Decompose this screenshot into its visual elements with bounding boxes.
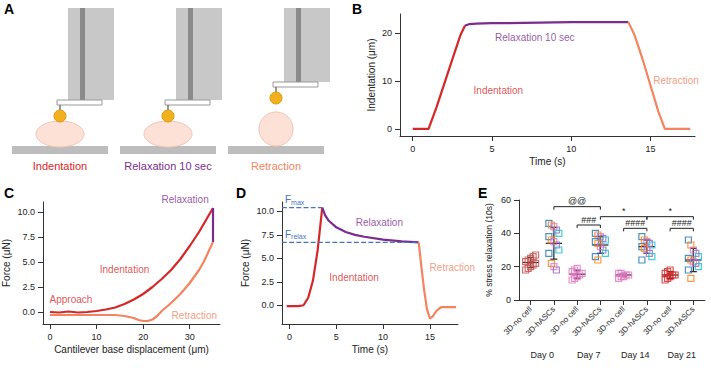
svg-text:Day 21: Day 21 <box>667 350 696 360</box>
svg-text:3D-hASCs: 3D-hASCs <box>524 304 558 338</box>
svg-text:5.0: 5.0 <box>261 253 274 263</box>
svg-text:7.5: 7.5 <box>261 230 274 240</box>
svg-text:*: * <box>622 206 626 216</box>
svg-text:Day 7: Day 7 <box>577 350 601 360</box>
svg-text:10.0: 10.0 <box>17 207 35 217</box>
svg-text:3D-hASCs: 3D-hASCs <box>664 305 697 338</box>
svg-text:Retraction: Retraction <box>251 160 301 172</box>
svg-text:Retraction: Retraction <box>430 262 476 273</box>
svg-text:Indentation (μm): Indentation (μm) <box>366 38 377 111</box>
svg-text:Indentation: Indentation <box>329 272 379 283</box>
svg-text:Indentation: Indentation <box>100 264 150 275</box>
svg-text:relax: relax <box>291 233 307 240</box>
svg-text:0.0: 0.0 <box>261 300 274 310</box>
svg-text:E: E <box>478 185 487 201</box>
svg-text:30: 30 <box>185 332 195 342</box>
svg-text:####: #### <box>625 218 645 228</box>
svg-text:D: D <box>236 185 246 201</box>
svg-text:Retraction: Retraction <box>172 310 218 321</box>
svg-text:10: 10 <box>382 76 392 86</box>
svg-text:0: 0 <box>387 124 392 134</box>
svg-text:Time (s): Time (s) <box>352 344 388 355</box>
svg-text:15: 15 <box>425 332 435 342</box>
svg-text:10: 10 <box>566 144 576 154</box>
svg-text:*: * <box>668 206 672 216</box>
svg-text:Relaxation 10 sec: Relaxation 10 sec <box>124 160 212 172</box>
svg-text:Force (μN): Force (μN) <box>240 239 251 287</box>
svg-text:60: 60 <box>501 195 511 205</box>
svg-text:Relaxation: Relaxation <box>356 217 403 228</box>
svg-text:3D-no cell: 3D-no cell <box>502 304 534 337</box>
svg-text:3D-hASCs: 3D-hASCs <box>617 304 651 338</box>
svg-text:7.5: 7.5 <box>22 232 35 242</box>
svg-text:###: ### <box>581 215 596 225</box>
svg-text:A: A <box>4 1 14 17</box>
svg-text:15: 15 <box>646 144 656 154</box>
svg-text:F: F <box>285 194 292 206</box>
svg-text:@@: @@ <box>568 196 586 206</box>
svg-text:B: B <box>352 1 362 17</box>
svg-text:Day 0: Day 0 <box>530 350 554 360</box>
svg-text:5.0: 5.0 <box>22 257 35 267</box>
svg-text:20: 20 <box>501 262 511 272</box>
svg-text:Indentation: Indentation <box>33 160 87 172</box>
svg-text:C: C <box>4 185 14 201</box>
svg-text:0: 0 <box>410 144 415 154</box>
svg-text:Relaxation: Relaxation <box>161 194 208 205</box>
svg-text:0.0: 0.0 <box>22 307 35 317</box>
svg-text:3D-no cell: 3D-no cell <box>595 304 627 337</box>
svg-text:max: max <box>291 199 305 206</box>
svg-text:10.0: 10.0 <box>256 206 274 216</box>
svg-text:Time (s): Time (s) <box>529 156 565 167</box>
svg-text:Relaxation 10 sec: Relaxation 10 sec <box>495 32 575 43</box>
svg-text:10: 10 <box>378 332 388 342</box>
svg-text:Indentation: Indentation <box>474 85 524 96</box>
svg-text:3D-no cell: 3D-no cell <box>548 304 581 337</box>
svg-text:0: 0 <box>506 295 511 305</box>
svg-text:10: 10 <box>92 332 102 342</box>
svg-text:2.5: 2.5 <box>261 277 274 287</box>
svg-text:0: 0 <box>47 332 52 342</box>
svg-text:5: 5 <box>489 144 494 154</box>
svg-text:2.5: 2.5 <box>22 282 35 292</box>
svg-text:0: 0 <box>287 332 292 342</box>
svg-text:Retraction: Retraction <box>653 75 699 86</box>
svg-text:40: 40 <box>501 228 511 238</box>
svg-text:20: 20 <box>138 332 148 342</box>
svg-text:Cantilever base displacement (: Cantilever base displacement (μm) <box>54 344 209 355</box>
svg-text:20: 20 <box>382 28 392 38</box>
svg-text:3D-no cell: 3D-no cell <box>641 304 674 337</box>
svg-text:Day 14: Day 14 <box>621 350 650 360</box>
svg-text:3D-hASCs: 3D-hASCs <box>570 304 604 338</box>
svg-text:Force (μN): Force (μN) <box>1 239 12 287</box>
svg-text:5: 5 <box>334 332 339 342</box>
svg-text:Approach: Approach <box>50 294 93 305</box>
svg-text:####: #### <box>672 218 692 228</box>
svg-text:% stress relaxation (10s): % stress relaxation (10s) <box>484 203 494 297</box>
svg-text:F: F <box>285 228 292 240</box>
